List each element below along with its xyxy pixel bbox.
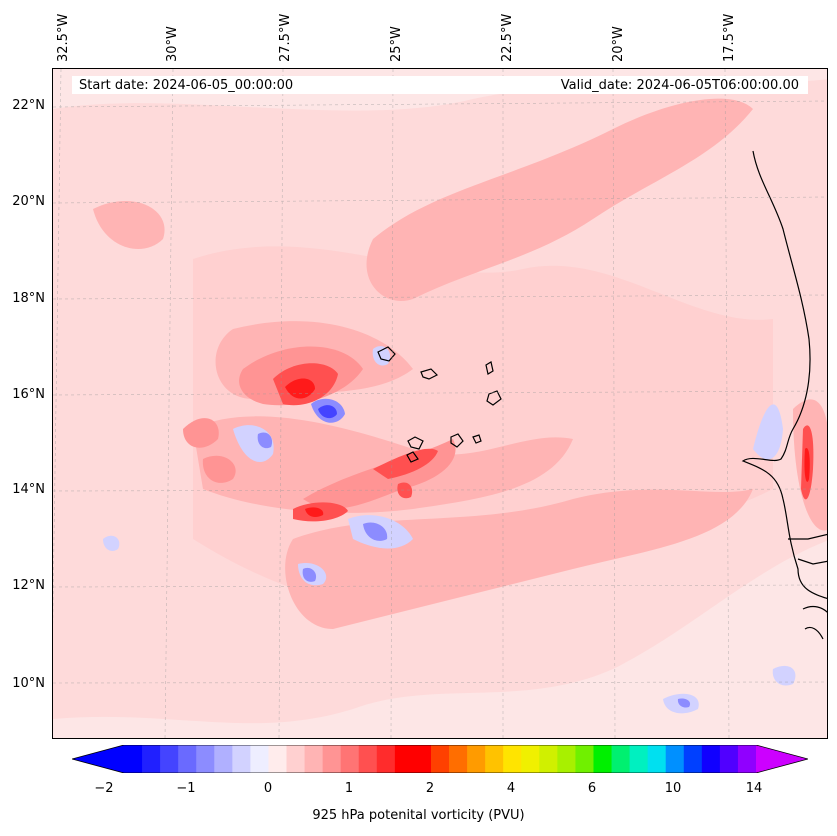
header-background [72, 76, 808, 94]
lat-label-12n: 12°N [12, 578, 45, 593]
colorbar-tick-label: 4 [506, 781, 516, 796]
colorbar-segment [485, 745, 504, 773]
colorbar-segment [521, 745, 540, 773]
lat-label-16n: 16°N [12, 387, 45, 402]
colorbar-segment [449, 745, 468, 773]
pv-contour-map [53, 69, 827, 738]
colorbar-segment [304, 745, 324, 773]
lon-label-27-5w: 27.5°W [278, 13, 293, 62]
colorbar-segment [665, 745, 685, 773]
colorbar-segment [683, 745, 703, 773]
graticule [53, 69, 827, 738]
lon-label-30w: 30°W [165, 26, 180, 62]
colorbar-segment [196, 745, 215, 773]
coastline [377, 150, 827, 640]
colorbar-min-extension [72, 745, 124, 773]
colorbar-segment [557, 745, 576, 773]
colorbar-tick-label: −2 [94, 781, 114, 796]
colorbar-tick-label: 1 [344, 781, 354, 796]
start-date-label: Start date: 2024-06-05_00:00:00 [79, 78, 294, 93]
valid-date-label: Valid_date: 2024-06-05T06:00:00.00 [560, 78, 799, 93]
colorbar-tick-label: −1 [176, 781, 196, 796]
colorbar-segment [340, 745, 360, 773]
colorbar-segment [539, 745, 558, 773]
lat-label-18n: 18°N [12, 291, 45, 306]
colorbar-segment [575, 745, 594, 773]
colorbar-segment [593, 745, 613, 773]
colorbar-tick-label: 14 [745, 781, 763, 796]
colorbar-segment [503, 745, 522, 773]
colorbar-tick-label: 2 [425, 781, 435, 796]
colorbar-segment [358, 745, 378, 773]
pv-field-red [273, 363, 814, 522]
colorbar-segment [178, 745, 197, 773]
colorbar-segment [430, 745, 450, 773]
lon-label-32-5w: 32.5°W [56, 13, 71, 62]
colorbar-segment [737, 745, 757, 773]
lat-label-22n: 22°N [12, 98, 45, 113]
lat-label-14n: 14°N [12, 482, 45, 497]
lat-label-20n: 20°N [12, 194, 45, 209]
lon-label-22-5w: 22.5°W [500, 13, 515, 62]
colorbar-segment [214, 745, 233, 773]
lon-label-20w: 20°W [611, 26, 626, 62]
colorbar-tick-label: 10 [664, 781, 682, 796]
colorbar-segment [376, 745, 396, 773]
colorbar-tick-label: 6 [587, 781, 597, 796]
lon-label-17-5w: 17.5°W [722, 13, 737, 62]
colorbar-segment [142, 745, 161, 773]
map-panel[interactable] [52, 68, 828, 739]
colorbar-segment [701, 745, 721, 773]
colorbar-segment [412, 745, 432, 773]
colorbar-segment [611, 745, 631, 773]
colorbar-segment [250, 745, 269, 773]
colorbar-tick-label: 0 [263, 781, 273, 796]
colorbar-segment [322, 745, 342, 773]
pv-field-deep-blue [318, 405, 337, 419]
colorbar-segment [124, 745, 143, 773]
lat-label-10n: 10°N [12, 676, 45, 691]
colorbar-segment [467, 745, 486, 773]
colorbar-segment [286, 745, 306, 773]
colorbar-segment [629, 745, 649, 773]
colorbar-segment [394, 745, 414, 773]
lon-label-25w: 25°W [389, 26, 404, 62]
colorbar-segment [719, 745, 739, 773]
colorbar-segment [232, 745, 251, 773]
colorbar-label: 925 hPa potenital vorticity (PVU) [312, 808, 525, 823]
colorbar-segment [160, 745, 179, 773]
colorbar-max-extension [756, 745, 808, 773]
colorbar [72, 745, 808, 773]
colorbar-segment [268, 745, 288, 773]
colorbar-segment [647, 745, 667, 773]
